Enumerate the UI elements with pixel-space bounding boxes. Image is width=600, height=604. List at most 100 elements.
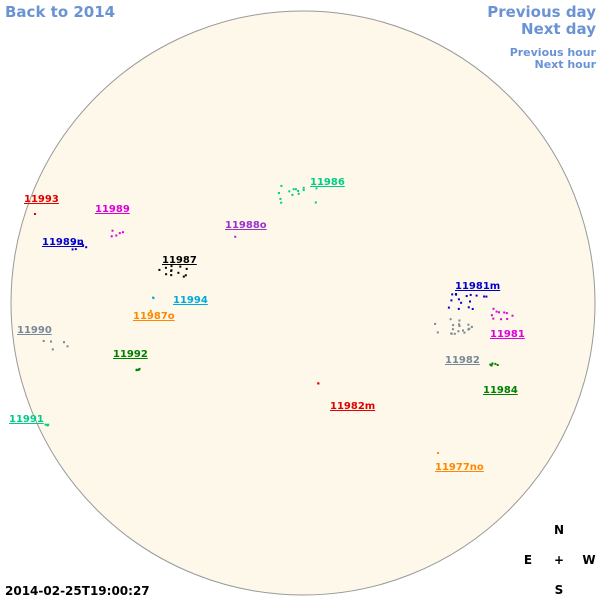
sunspot: [489, 363, 492, 366]
sunspot: [184, 274, 187, 277]
compass-north: N: [554, 523, 564, 537]
sunspot: [165, 273, 168, 276]
sunspot: [485, 295, 488, 298]
sunspot: [288, 190, 291, 193]
sunspot: [454, 293, 457, 295]
sunspot: [503, 311, 506, 314]
sunspot: [234, 235, 237, 238]
sunspot: [291, 193, 294, 196]
region-label[interactable]: 11989n: [42, 237, 84, 248]
sunspot: [314, 201, 317, 204]
sunspot: [315, 187, 318, 190]
sunspot: [46, 424, 49, 427]
sunspot: [490, 364, 493, 367]
sunspot: [457, 298, 460, 301]
region-label[interactable]: 11984: [483, 385, 518, 396]
previous-hour-link[interactable]: Previous hour: [510, 46, 597, 59]
region-label[interactable]: 11988o: [225, 220, 267, 231]
sunspot: [182, 275, 185, 278]
sunspot: [458, 323, 461, 326]
sunspot: [51, 348, 54, 351]
sunspot: [458, 319, 461, 322]
timestamp: 2014-02-25T19:00:27: [5, 584, 150, 598]
region-label[interactable]: 11981m: [455, 281, 500, 292]
sunspot: [177, 271, 180, 274]
sunspot: [457, 330, 460, 333]
sunspot: [467, 323, 470, 326]
solar-disk: [10, 10, 596, 596]
sunspot: [462, 329, 464, 332]
region-label[interactable]: 11990: [17, 325, 52, 336]
sunspot: [500, 318, 503, 321]
sunspot: [437, 452, 440, 454]
region-label[interactable]: 11987: [162, 255, 197, 266]
sunspot: [280, 201, 283, 204]
compass-south: S: [555, 583, 564, 597]
sunspot: [458, 325, 461, 327]
sunspot: [490, 314, 493, 317]
sunspot: [451, 328, 454, 331]
sunspot: [118, 232, 121, 235]
sunspot: [79, 242, 82, 245]
sunspot: [495, 310, 498, 313]
region-label[interactable]: 11977no: [435, 462, 484, 473]
sunspot: [434, 322, 437, 325]
region-label[interactable]: 11993: [24, 194, 59, 205]
sunspot: [460, 301, 463, 304]
sunspot: [42, 340, 45, 342]
region-label[interactable]: 11986: [310, 177, 345, 188]
sunspot: [110, 235, 113, 238]
next-day-link[interactable]: Next day: [521, 20, 596, 38]
region-label[interactable]: 11991: [9, 414, 44, 425]
sunspot: [149, 309, 152, 312]
sunspot: [317, 382, 320, 385]
sunspot: [475, 294, 478, 297]
sunspot: [451, 293, 454, 296]
region-label[interactable]: 11981: [490, 329, 525, 340]
sunspot: [467, 306, 470, 309]
next-hour-link[interactable]: Next hour: [535, 58, 597, 71]
sunspot: [492, 317, 495, 320]
sunspot: [297, 189, 300, 192]
sunspot: [496, 364, 499, 366]
region-label[interactable]: 11989: [95, 204, 130, 215]
sunspot: [469, 300, 471, 303]
sunspot: [294, 188, 297, 191]
sunspot: [492, 307, 495, 310]
compass-west: W: [582, 553, 595, 567]
sunspot: [164, 266, 167, 269]
sunspot: [170, 269, 173, 272]
sunspot: [498, 311, 500, 314]
sunspot: [50, 340, 52, 343]
sunspot: [135, 368, 138, 371]
sunspot: [158, 268, 161, 271]
sunspot: [483, 295, 486, 298]
sunspot: [71, 248, 74, 251]
back-link[interactable]: Back to 2014: [5, 3, 115, 21]
sunspot: [34, 213, 36, 215]
sunspot: [463, 331, 466, 334]
region-label[interactable]: 11987o: [133, 311, 175, 322]
region-label[interactable]: 11982m: [330, 401, 375, 412]
region-label[interactable]: 11982: [445, 355, 480, 366]
previous-day-link[interactable]: Previous day: [487, 3, 596, 21]
sunspot: [179, 265, 182, 268]
sunspot: [122, 231, 124, 234]
sunspot: [506, 317, 509, 320]
sunspot: [452, 324, 455, 327]
sunspot: [469, 293, 472, 296]
compass-east: E: [524, 553, 532, 567]
sunspot: [74, 248, 77, 251]
region-label[interactable]: 11992: [113, 349, 148, 360]
sunspot: [511, 314, 514, 317]
sunspot: [447, 306, 450, 309]
sunspot: [115, 234, 118, 237]
sunspot: [185, 267, 188, 270]
sunspot: [453, 332, 456, 335]
region-label[interactable]: 11994: [173, 295, 208, 306]
sunspot: [85, 246, 88, 249]
sunspot: [450, 299, 453, 302]
sunspot: [72, 242, 75, 245]
sunspot: [450, 332, 453, 335]
